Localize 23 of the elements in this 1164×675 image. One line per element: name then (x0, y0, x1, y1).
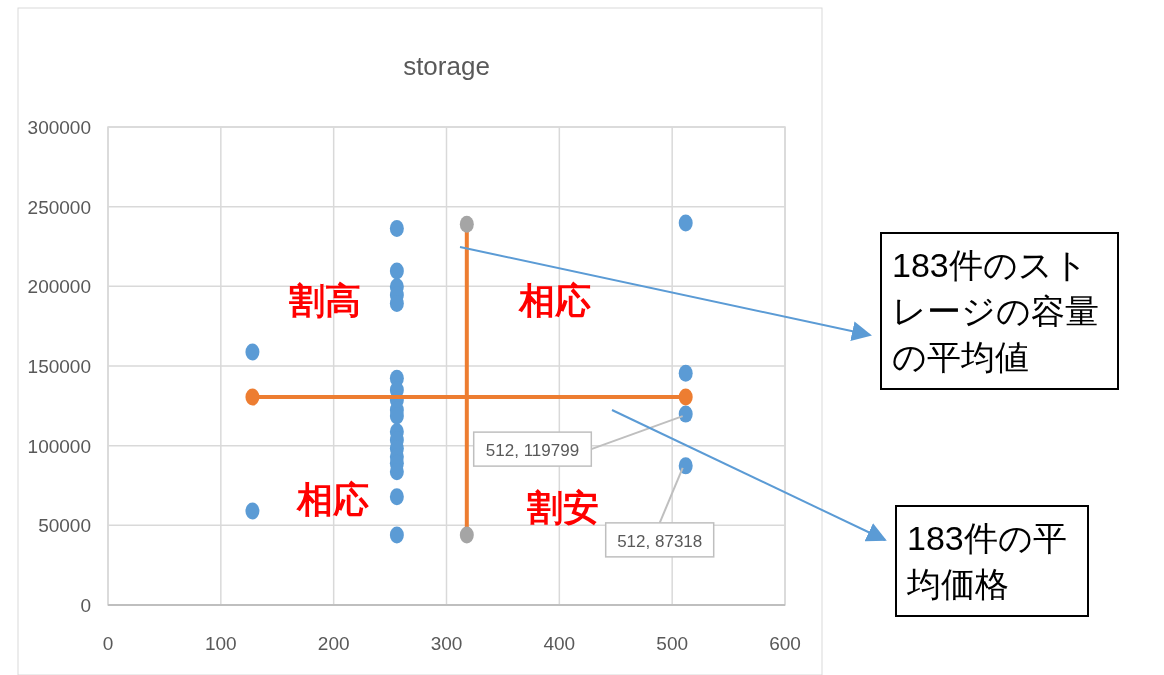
x-tick-label: 200 (317, 633, 350, 654)
y-tick-label: 200000 (27, 276, 91, 298)
annotation: 512, 119799 (485, 441, 580, 461)
text: 183件のストレージの容量の平均値 (880, 232, 1119, 390)
annotation: 相応 (518, 280, 591, 321)
y-tick-label: 50000 (38, 515, 91, 537)
x-tick-label: 100 (204, 633, 237, 654)
y-tick-label: 300000 (27, 117, 91, 138)
chart-title: storage (403, 51, 490, 81)
x-tick-label: 400 (543, 633, 576, 654)
annotation: 相応 (296, 479, 369, 520)
y-tick-label: 0 (80, 595, 91, 616)
annotation: 割安 (527, 487, 599, 528)
annotation: 割高 (289, 280, 361, 321)
y-tick-label: 100000 (27, 435, 91, 457)
x-tick-label: 500 (656, 633, 689, 654)
text: 183件の平均価格 (895, 505, 1089, 617)
annotation: 512, 87318 (617, 531, 703, 551)
y-tick-label: 250000 (27, 196, 91, 218)
x-tick-label: 0 (102, 633, 114, 654)
y-tick-label: 150000 (27, 356, 91, 377)
x-tick-label: 600 (769, 633, 801, 654)
x-tick-label: 300 (430, 633, 463, 654)
